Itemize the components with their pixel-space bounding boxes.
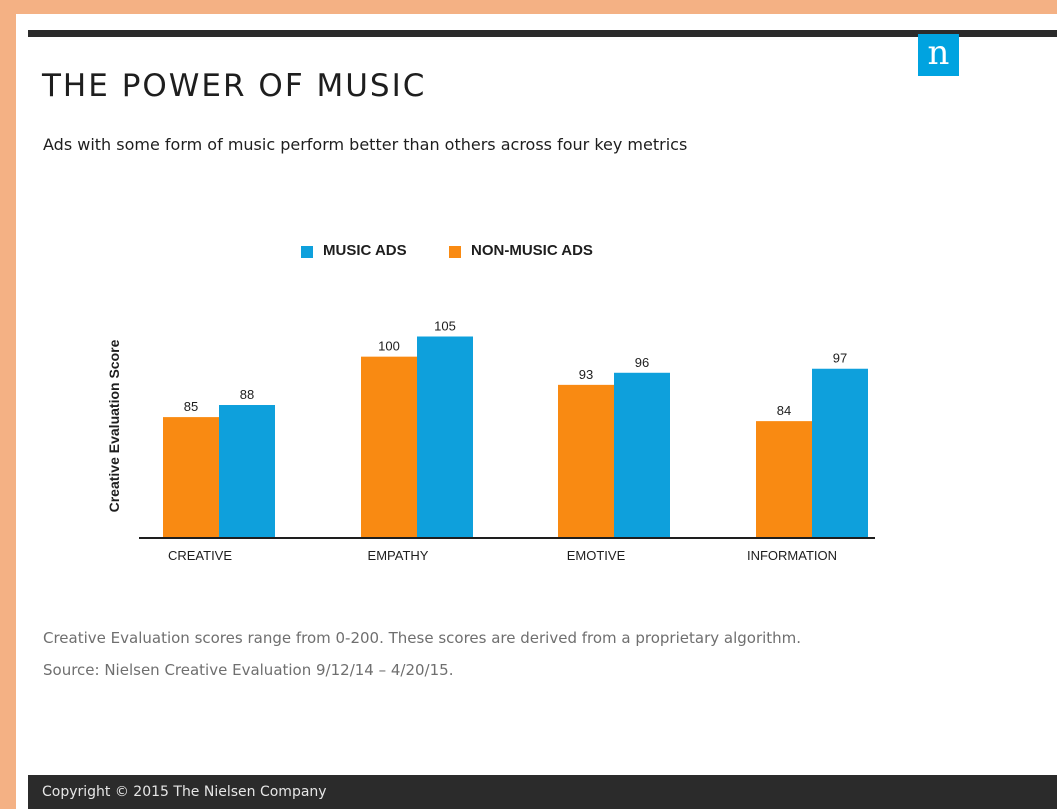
nielsen-logo: n [918, 34, 959, 76]
slide: n THE POWER OF MUSIC Ads with some form … [16, 14, 1057, 809]
data-label-non-music-ads-emotive: 93 [579, 367, 593, 382]
legend-swatch-non-music-ads [449, 246, 461, 258]
legend-label-non-music-ads: NON-MUSIC ADS [471, 242, 593, 259]
bar-non-music-ads-information [756, 421, 812, 538]
legend-swatch-music-ads [301, 246, 313, 258]
page-subtitle: Ads with some form of music perform bett… [43, 135, 688, 154]
y-axis-label: Creative Evaluation Score [106, 339, 122, 512]
data-label-non-music-ads-creative: 85 [184, 399, 198, 414]
data-label-music-ads-creative: 88 [240, 387, 254, 402]
x-tick-label-emotive: EMOTIVE [567, 548, 626, 563]
bar-music-ads-emotive [614, 372, 670, 538]
data-label-non-music-ads-information: 84 [777, 403, 791, 418]
bar-chart: Creative Evaluation Score 85 100 93 84 88 105 9… [106, 319, 875, 563]
bar-non-music-ads-empathy [361, 356, 417, 538]
x-tick-label-empathy: EMPATHY [368, 548, 429, 563]
page-title: THE POWER OF MUSIC [42, 68, 427, 104]
copyright-text: Copyright © 2015 The Nielsen Company [42, 784, 327, 800]
legend-label-music-ads: MUSIC ADS [323, 242, 407, 259]
data-label-music-ads-emotive: 96 [635, 355, 649, 370]
data-label-music-ads-information: 97 [833, 351, 847, 366]
score-range-note: Creative Evaluation scores range from 0-… [43, 629, 802, 647]
bar-music-ads-creative [219, 405, 275, 538]
top-bar [28, 30, 1057, 37]
x-tick-label-creative: CREATIVE [168, 548, 232, 563]
data-label-non-music-ads-empathy: 100 [378, 339, 400, 354]
footer-bar: Copyright © 2015 The Nielsen Company [28, 775, 1057, 809]
bar-non-music-ads-emotive [558, 384, 614, 538]
data-label-music-ads-empathy: 105 [434, 319, 456, 334]
source-note: Source: Nielsen Creative Evaluation 9/12… [43, 661, 454, 679]
x-tick-label-information: INFORMATION [747, 548, 837, 563]
bar-music-ads-empathy [417, 336, 473, 538]
bar-non-music-ads-creative [163, 417, 219, 538]
bar-music-ads-information [812, 368, 868, 538]
chart-notes: Creative Evaluation scores range from 0-… [43, 622, 801, 686]
